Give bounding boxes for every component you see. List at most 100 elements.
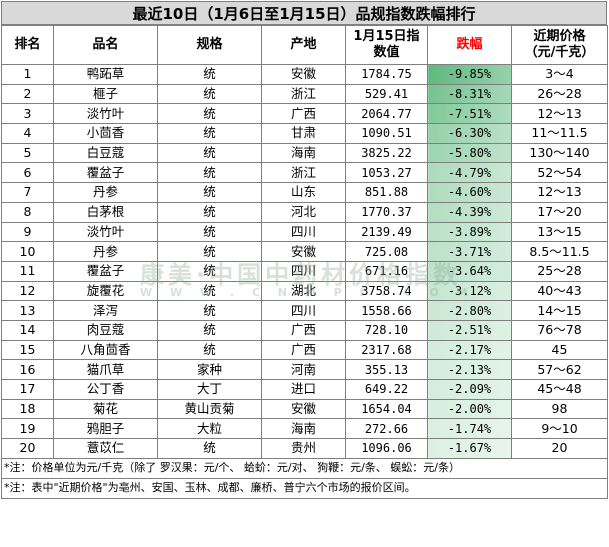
cell-price: 14～15 [511, 300, 608, 321]
col-header-index: 1月15日指 数值 [345, 25, 428, 65]
cell-origin: 四川 [261, 221, 346, 243]
cell-name: 肉豆蔻 [53, 319, 158, 341]
cell-drop: -3.71% [427, 241, 512, 262]
cell-index: 1558.66 [345, 300, 428, 321]
col-header-rank: 排名 [1, 25, 54, 65]
cell-spec: 统 [157, 103, 262, 125]
cell-drop: -2.09% [427, 379, 512, 400]
note-price-unit: *注：价格单位为元/千克（除了 罗汉果：元/个、 蛤蚧：元/对、 狗鞭：元/条、… [1, 457, 608, 479]
cell-drop: -6.30% [427, 123, 512, 144]
cell-name: 丹参 [53, 182, 158, 203]
table-row: 16 猫爪草 家种 河南 355.13 -2.13% 57～62 [1, 359, 608, 380]
cell-origin: 海南 [261, 142, 346, 164]
cell-spec: 统 [157, 300, 262, 321]
table-row: 3 淡竹叶统广西 2064.77 -7.51% 12～13 [1, 103, 608, 125]
cell-origin: 进口 [261, 379, 346, 400]
cell-spec: 统 [157, 221, 262, 243]
table-body: 1 鸭跖草统安徽 1784.75 -9.85% 3～4 2 榧子统浙江 529.41 -8.31… [1, 64, 608, 459]
cell-index: 529.41 [345, 83, 428, 105]
cell-spec: 大粒 [157, 418, 262, 440]
cell-drop: -2.13% [427, 359, 512, 380]
col-header-drop: 跌幅 [427, 25, 512, 65]
cell-price: 130～140 [511, 142, 608, 164]
table-row: 15 八角茴香统广西 2317.68 -2.17% 45 [1, 339, 608, 361]
cell-name: 丹参 [53, 241, 158, 262]
cell-index: 3758.74 [345, 280, 428, 302]
cell-name: 公丁香 [53, 379, 158, 400]
cell-drop: -2.51% [427, 319, 512, 341]
cell-price: 13～15 [511, 221, 608, 243]
cell-index: 1784.75 [345, 64, 428, 85]
table-row: 1 鸭跖草统安徽 1784.75 -9.85% 3～4 [1, 64, 608, 85]
cell-drop: -2.80% [427, 300, 512, 321]
cell-index: 1096.06 [345, 438, 428, 459]
cell-rank: 5 [1, 142, 54, 164]
col-header-name: 品名 [53, 25, 158, 65]
cell-rank: 17 [1, 379, 54, 400]
cell-spec: 大丁 [157, 379, 262, 400]
cell-price: 11～11.5 [511, 123, 608, 144]
cell-name: 白茅根 [53, 201, 158, 223]
cell-rank: 16 [1, 359, 54, 380]
cell-rank: 18 [1, 398, 54, 420]
cell-name: 白豆蔻 [53, 142, 158, 164]
cell-price: 20 [511, 438, 608, 459]
cell-name: 淡竹叶 [53, 103, 158, 125]
cell-price: 3～4 [511, 64, 608, 85]
cell-drop: -3.12% [427, 280, 512, 302]
cell-price: 45 [511, 339, 608, 361]
cell-origin: 河南 [261, 359, 346, 380]
cell-origin: 四川 [261, 300, 346, 321]
cell-index: 3825.22 [345, 142, 428, 164]
col-header-price: 近期价格 （元/千克） [511, 25, 608, 65]
cell-origin: 湖北 [261, 280, 346, 302]
cell-spec: 统 [157, 162, 262, 184]
col-header-price-line2: （元/千克） [524, 45, 595, 60]
table-row: 11 覆盆子统四川 671.16 -3.64% 25～28 [1, 260, 608, 282]
cell-name: 旋覆花 [53, 280, 158, 302]
cell-name: 覆盆子 [53, 260, 158, 282]
cell-origin: 海南 [261, 418, 346, 440]
cell-origin: 四川 [261, 260, 346, 282]
table-row: 7 丹参统山东 851.88 -4.60% 12～13 [1, 182, 608, 203]
cell-drop: -9.85% [427, 64, 512, 85]
cell-origin: 山东 [261, 182, 346, 203]
cell-spec: 统 [157, 201, 262, 223]
cell-origin: 安徽 [261, 241, 346, 262]
cell-drop: -2.00% [427, 398, 512, 420]
note-row: *注：价格单位为元/千克（除了 罗汉果：元/个、 蛤蚧：元/对、 狗鞭：元/条、… [1, 457, 608, 479]
cell-index: 1654.04 [345, 398, 428, 420]
cell-origin: 广西 [261, 103, 346, 125]
cell-rank: 20 [1, 438, 54, 459]
cell-index: 2317.68 [345, 339, 428, 361]
cell-rank: 13 [1, 300, 54, 321]
cell-spec: 统 [157, 260, 262, 282]
cell-drop: -4.60% [427, 182, 512, 203]
col-header-price-line1: 近期价格 [533, 29, 586, 44]
cell-name: 八角茴香 [53, 339, 158, 361]
table-row: 13 泽泻统四川 1558.66 -2.80% 14～15 [1, 300, 608, 321]
cell-rank: 1 [1, 64, 54, 85]
col-header-index-line1: 1月15日指 [353, 29, 420, 44]
cell-index: 649.22 [345, 379, 428, 400]
table-row: 5 白豆蔻统海南 3825.22 -5.80% 130～140 [1, 142, 608, 164]
cell-index: 272.66 [345, 418, 428, 440]
table-row: 9 淡竹叶统四川 2139.49 -3.89% 13～15 [1, 221, 608, 243]
cell-index: 355.13 [345, 359, 428, 380]
cell-drop: -4.79% [427, 162, 512, 184]
cell-price: 45～48 [511, 379, 608, 400]
cell-origin: 广西 [261, 339, 346, 361]
cell-drop: -5.80% [427, 142, 512, 164]
cell-spec: 统 [157, 438, 262, 459]
table-row: 19 鸦胆子 大粒 海南 272.66 -1.74% 9～10 [1, 418, 608, 440]
cell-price: 26～28 [511, 83, 608, 105]
header-row: 排名 品名 规格 产地 1月15日指 数值 跌幅 近期价格 （元/千克） [1, 25, 608, 65]
cell-index: 671.16 [345, 260, 428, 282]
cell-price: 12～13 [511, 182, 608, 203]
cell-index: 1090.51 [345, 123, 428, 144]
cell-origin: 浙江 [261, 83, 346, 105]
note-row: *注：表中"近期价格"为亳州、安国、玉林、成都、廉桥、普宁六个市场的报价区间。 [1, 477, 608, 499]
col-header-spec: 规格 [157, 25, 262, 65]
cell-spec: 统 [157, 83, 262, 105]
